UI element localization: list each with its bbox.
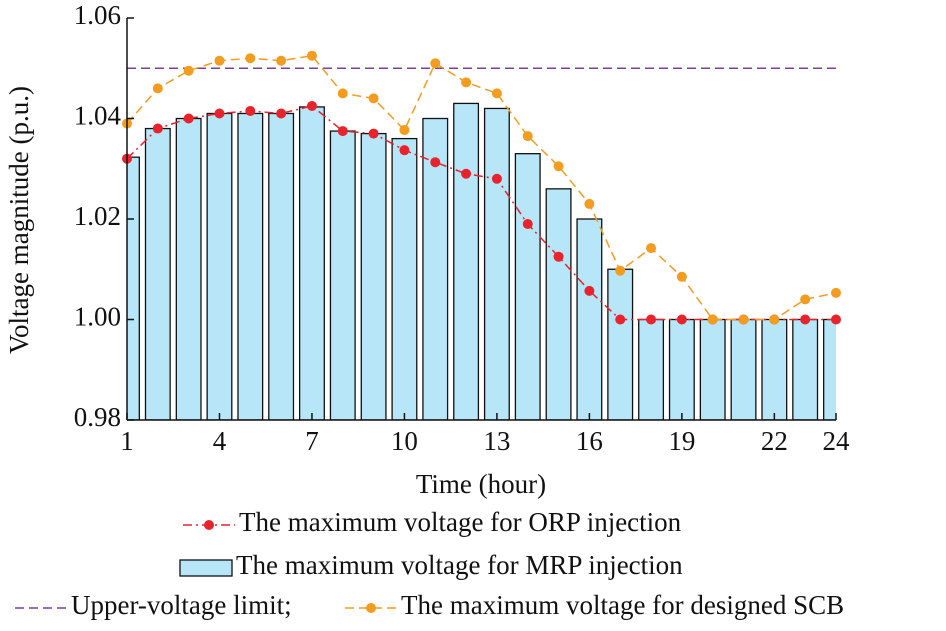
x-tick-label: 16 <box>576 426 603 456</box>
series-marker <box>800 294 811 305</box>
series-marker <box>368 128 379 139</box>
series-marker <box>152 83 163 94</box>
bar <box>730 318 757 420</box>
bar <box>607 268 634 420</box>
y-tick-label: 1.00 <box>74 302 121 332</box>
series-marker <box>491 88 502 99</box>
x-tick-label: 7 <box>305 426 319 456</box>
bar <box>268 112 295 420</box>
bar <box>823 318 836 420</box>
y-axis-label: Voltage magnitude (p.u.) <box>4 86 34 354</box>
series-marker <box>214 108 225 119</box>
bar <box>576 218 603 420</box>
bar <box>175 117 202 420</box>
series-marker <box>584 198 595 209</box>
x-tick-label: 1 <box>120 426 134 456</box>
y-tick-label: 1.06 <box>74 0 121 30</box>
series-marker <box>676 314 687 325</box>
series-marker <box>707 314 718 325</box>
bar <box>638 318 665 420</box>
series-marker <box>337 126 348 137</box>
y-tick-label: 1.02 <box>74 201 121 231</box>
bar <box>206 112 233 420</box>
series-marker <box>553 251 564 262</box>
legend-swatch <box>179 559 233 577</box>
series-marker <box>276 55 287 66</box>
legend-label: The maximum voltage for designed SCB <box>401 590 844 620</box>
x-tick-label: 13 <box>483 426 510 456</box>
series-marker <box>522 219 533 230</box>
line-group <box>122 50 841 325</box>
x-tick-label: 10 <box>391 426 418 456</box>
y-tick-label: 1.04 <box>74 101 122 131</box>
bar <box>144 127 171 420</box>
series-marker <box>553 161 564 172</box>
series-marker <box>368 93 379 104</box>
series-marker <box>183 113 194 124</box>
series-marker <box>461 168 472 179</box>
bar <box>391 137 418 420</box>
bar <box>298 106 325 420</box>
x-axis-label: Time (hour) <box>416 469 546 499</box>
series-marker <box>800 314 811 325</box>
series-marker <box>152 123 163 134</box>
series-marker <box>831 314 841 325</box>
series-marker <box>245 105 256 116</box>
series-marker <box>399 125 410 136</box>
legend-label: The maximum voltage for MRP injection <box>236 550 683 580</box>
series-line <box>126 54 837 321</box>
bar <box>453 102 480 420</box>
series-marker <box>676 271 687 282</box>
bar <box>699 318 726 420</box>
bar <box>668 318 695 420</box>
x-tick-label: 24 <box>823 426 851 456</box>
series-marker <box>337 88 348 99</box>
legend-label: The maximum voltage for ORP injection <box>239 507 682 537</box>
series-marker <box>430 58 441 69</box>
series-marker <box>831 287 841 298</box>
series-marker <box>461 77 472 88</box>
series-marker <box>646 243 657 254</box>
x-tick-label: 22 <box>761 426 788 456</box>
series-marker <box>615 314 626 325</box>
bar <box>329 130 356 420</box>
series-marker <box>646 314 657 325</box>
series-marker <box>584 285 595 296</box>
series-marker <box>769 314 780 325</box>
bar <box>792 318 819 420</box>
series-marker <box>399 145 410 156</box>
legend-marker <box>366 603 376 613</box>
series-marker <box>615 265 626 276</box>
series-marker <box>306 50 317 61</box>
x-tick-label: 19 <box>668 426 695 456</box>
series-marker <box>214 55 225 66</box>
y-tick-label: 0.98 <box>74 402 121 432</box>
x-tick-label: 4 <box>213 426 227 456</box>
legend-marker <box>204 520 214 530</box>
bar-group <box>127 102 836 420</box>
series-marker <box>430 157 441 168</box>
series-marker <box>522 131 533 142</box>
series-marker <box>491 173 502 184</box>
bar <box>545 188 572 420</box>
bar <box>127 156 140 420</box>
bar <box>483 107 510 420</box>
series-marker <box>245 53 256 64</box>
series-marker <box>738 314 749 325</box>
series-marker <box>183 65 194 76</box>
series-line <box>126 105 836 321</box>
bar <box>761 318 788 420</box>
bar <box>360 132 387 420</box>
legend-label: Upper-voltage limit; <box>71 590 292 620</box>
bar <box>237 112 264 420</box>
series-marker <box>276 108 287 119</box>
bar <box>422 117 449 420</box>
bar <box>514 153 541 420</box>
series-marker <box>306 100 317 111</box>
